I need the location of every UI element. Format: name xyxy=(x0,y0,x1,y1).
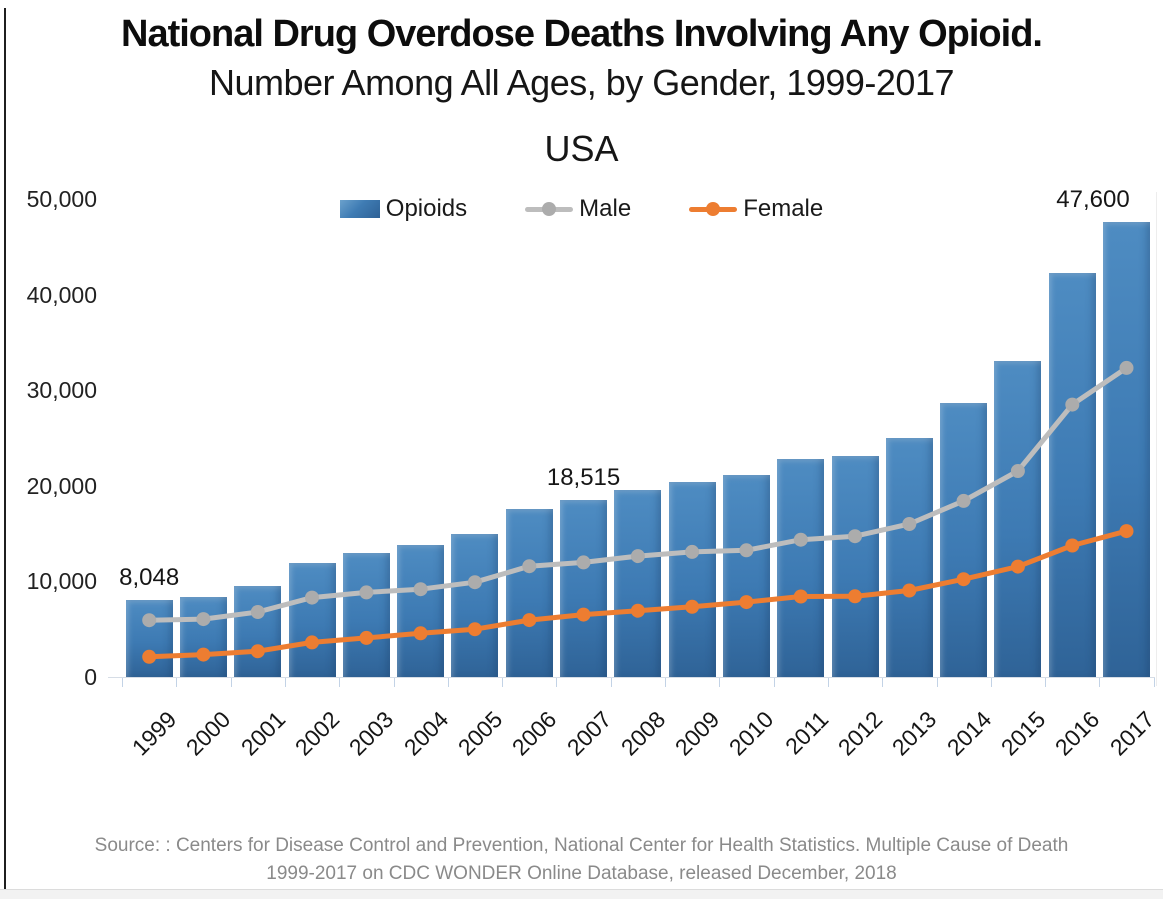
bar-2005 xyxy=(451,534,499,677)
data-label-2017: 47,600 xyxy=(1056,185,1130,213)
x-axis-tick xyxy=(339,678,340,687)
data-label-2007: 18,515 xyxy=(546,463,621,491)
y-axis-tick-label: 0 xyxy=(84,664,97,690)
source-text-line2: 1999-2017 on CDC WONDER Online Database,… xyxy=(266,863,897,884)
y-axis-tick-label: 40,000 xyxy=(26,281,97,308)
bar-2012 xyxy=(831,455,879,677)
x-axis-tick xyxy=(665,678,666,687)
y-axis-tick-label: 50,000 xyxy=(26,186,97,212)
bar-2007 xyxy=(560,499,608,677)
chart-title: National Drug Overdose Deaths Involving … xyxy=(121,13,1043,55)
legend-label-opioids: Opioids xyxy=(385,195,468,222)
bar-2015 xyxy=(994,360,1042,677)
legend: Opioids Male Female xyxy=(0,192,1163,226)
x-axis-line xyxy=(108,677,1155,678)
x-axis-tick xyxy=(719,678,720,687)
bar-2003 xyxy=(342,553,390,677)
bar-2013 xyxy=(885,437,933,677)
x-axis-tick xyxy=(502,678,503,687)
x-axis-tick xyxy=(828,678,829,687)
y-axis-tick-label: 10,000 xyxy=(26,568,97,595)
bottom-window-strip xyxy=(0,889,1163,899)
bar-2017 xyxy=(1103,221,1151,677)
bar-2016 xyxy=(1048,273,1096,677)
bar-2001 xyxy=(234,586,282,677)
bar-2011 xyxy=(777,459,825,677)
male-line-swatch-icon xyxy=(525,200,574,218)
plot-right-border xyxy=(1156,192,1157,686)
bar-2010 xyxy=(722,475,770,677)
x-axis-tick xyxy=(937,678,938,687)
x-axis-tick xyxy=(285,678,286,687)
x-axis-tick xyxy=(556,678,557,687)
x-axis-tick xyxy=(882,678,883,687)
female-line-swatch-icon xyxy=(689,200,738,218)
bar-2004 xyxy=(397,545,445,677)
x-axis-tick xyxy=(1045,678,1046,687)
x-axis-tick xyxy=(176,678,177,687)
x-axis-tick xyxy=(448,678,449,687)
legend-label-male: Male xyxy=(579,195,632,222)
legend-item-female: Female xyxy=(689,195,823,223)
bar-2009 xyxy=(668,481,716,677)
chart-subtitle: Number Among All Ages, by Gender, 1999-2… xyxy=(209,62,955,103)
x-axis-tick xyxy=(774,678,775,687)
x-axis-tick xyxy=(1099,678,1100,687)
left-border-line xyxy=(4,8,6,899)
chart-region-label: USA xyxy=(544,128,619,169)
bar-2014 xyxy=(940,403,988,677)
y-axis-tick-label: 30,000 xyxy=(26,377,97,404)
x-axis-tick xyxy=(231,678,232,687)
bar-1999 xyxy=(125,600,173,677)
bar-2000 xyxy=(179,596,227,677)
legend-item-opioids: Opioids xyxy=(339,195,468,223)
y-axis-tick-label: 20,000 xyxy=(26,472,97,499)
x-axis-tick xyxy=(122,678,123,687)
x-axis-tick xyxy=(1154,678,1155,687)
bar-2002 xyxy=(288,563,336,677)
bar-2006 xyxy=(505,509,553,677)
data-label-1999: 8,048 xyxy=(119,564,180,592)
source-text-line1: Source: : Centers for Disease Control an… xyxy=(94,835,1069,856)
bar-2008 xyxy=(614,489,662,677)
x-axis-tick xyxy=(611,678,612,687)
x-axis-tick xyxy=(991,678,992,687)
legend-label-female: Female xyxy=(743,195,824,222)
x-axis-tick xyxy=(394,678,395,687)
legend-item-male: Male xyxy=(525,195,631,223)
opioids-bar-swatch-icon xyxy=(339,200,380,218)
